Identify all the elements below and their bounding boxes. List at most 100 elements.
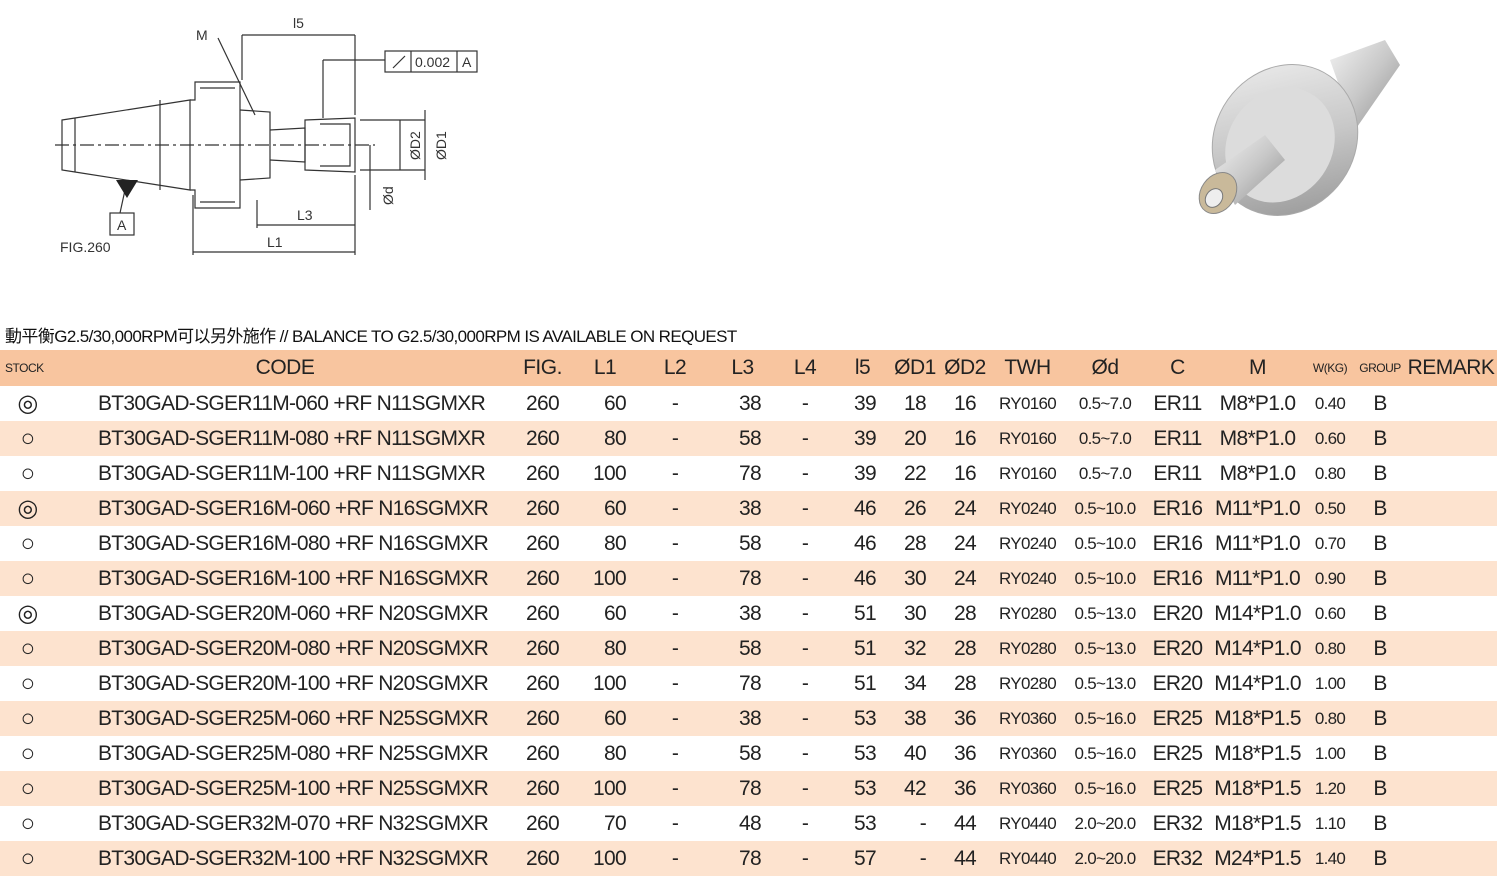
table-cell: 48 [739,811,762,835]
table-cell: 260 [526,741,560,765]
table-cell: 36 [954,741,977,765]
table-cell: 44 [954,811,977,835]
table-cell: B [1373,391,1387,415]
table-cell: M18*P1.5 [1210,701,1305,736]
stock-symbol: ○ [0,841,55,876]
table-cell: M18*P1.5 [1214,811,1301,835]
table-cell: 38 [739,391,762,415]
stock-symbol: ○ [20,459,35,487]
table-cell: RY0360 [990,771,1065,806]
product-image [1198,40,1400,216]
table-cell: 0.5~10.0 [1074,533,1136,553]
table-cell: - [640,631,710,666]
table-cell: 24 [940,561,990,596]
table-cell: 51 [854,601,877,625]
table-row: ○ BT30GAD-SGER11M-080 +RF N11SGMXR 260 80-5… [0,421,1497,456]
table-cell: BT30GAD-SGER20M-060 +RF N20SGMXR [98,601,489,625]
table-cell: ER20 [1152,601,1203,625]
table-cell: 78 [739,671,762,695]
table-cell: ER32 [1152,811,1203,835]
table-row: ○ BT30GAD-SGER25M-100 +RF N25SGMXR 260 100-… [0,771,1497,806]
table-cell: 60 [604,391,627,415]
table-cell: BT30GAD-SGER25M-100 +RF N25SGMXR [55,771,515,806]
column-header: C [1145,350,1210,386]
remark-cell [1405,421,1497,456]
table-cell: 100 [570,771,640,806]
table-cell: - [775,841,835,876]
table-cell: RY0280 [999,603,1057,623]
table-cell: B [1355,491,1405,526]
drawing-label: A [462,54,472,70]
drawing-label: L1 [267,234,283,250]
table-row: ◎ BT30GAD-SGER20M-060 +RF N20SGMXR 260 60 - 3… [0,596,1497,631]
table-cell: 46 [835,561,890,596]
table-cell: - [775,421,835,456]
table-cell: 260 [515,561,570,596]
table-row: ○ BT30GAD-SGER20M-100 +RF N20SGMXR 260 100 -… [0,666,1497,701]
table-cell: 78 [710,771,775,806]
column-header: W(KG) [1305,350,1355,386]
column-header: Ød [1065,350,1145,386]
table-cell: 30 [890,561,940,596]
table-cell: 0.5~10.0 [1065,561,1145,596]
table-cell: 260 [526,461,560,485]
table-cell: 260 [515,631,570,666]
table-cell: 1.00 [1314,673,1346,693]
table-cell: - [801,741,809,765]
drawing-label: M [196,27,208,43]
table-cell: ER16 [1145,561,1210,596]
table-cell: RY0360 [999,743,1057,763]
stock-symbol: ○ [20,529,35,557]
column-header: l5 [835,350,890,386]
spec-table: STOCK CODE FIG. L1 L2 L3 L4 l5 ØD1 ØD2 TWH Ød C M W(KG… [0,350,1497,876]
remark-cell [1405,526,1497,561]
table-cell: 53 [854,811,877,835]
table-cell: 36 [940,701,990,736]
table-cell: M24*P1.5 [1210,841,1305,876]
table-cell: RY0280 [990,631,1065,666]
table-cell: 260 [526,531,560,555]
table-row: ○ BT30GAD-SGER16M-100 +RF N16SGMXR 260 100-… [0,561,1497,596]
table-cell: B [1373,741,1387,765]
table-cell: 0.5~7.0 [1078,393,1132,413]
table-row: ◎ BT30GAD-SGER16M-060 +RF N16SGMXR 260 60-3… [0,491,1497,526]
table-cell: B [1373,461,1387,485]
table-cell: 46 [835,491,890,526]
table-cell: ER32 [1145,841,1210,876]
table-cell: BT30GAD-SGER25M-060 +RF N25SGMXR [55,701,515,736]
table-cell: 24 [940,491,990,526]
table-cell: B [1373,671,1387,695]
table-cell: - [671,531,679,555]
table-cell: M14*P1.0 [1210,631,1305,666]
table-cell: M11*P1.0 [1214,531,1301,555]
stock-symbol: ○ [0,421,55,456]
note: 動平衡G2.5/30,000RPM可以另外施作 // BALANCE TO G2… [5,327,737,346]
drawing-label: 0.002 [415,54,450,70]
table-row: ○ BT30GAD-SGER32M-070 +RF N32SGMXR 260 70 - 4… [0,806,1497,841]
table-cell: 78 [739,461,762,485]
drawing-label: ØD1 [433,131,449,160]
table-cell: 46 [854,531,877,555]
table-cell: 1.20 [1305,771,1355,806]
table-cell: 260 [526,811,560,835]
column-header: ØD2 [940,350,990,386]
table-cell: B [1355,771,1405,806]
table-cell: - [801,601,809,625]
table-cell: M11*P1.0 [1210,491,1305,526]
table-cell: 260 [526,391,560,415]
table-cell: 2.0~20.0 [1074,813,1136,833]
table-cell: 26 [890,491,940,526]
table-cell: BT30GAD-SGER11M-080 +RF N11SGMXR [55,421,515,456]
table-cell: - [801,811,809,835]
table-cell: 58 [710,631,775,666]
table-cell: 0.90 [1305,561,1355,596]
table-cell: 51 [835,631,890,666]
table-cell: B [1373,601,1387,625]
table-cell: - [801,671,809,695]
table-cell: M8*P1.0 [1210,421,1305,456]
column-header: GROUP [1355,350,1405,386]
stock-symbol: ◎ [17,600,38,627]
table-cell: RY0240 [990,561,1065,596]
table-cell: 40 [904,741,927,765]
table-cell: BT30GAD-SGER32M-070 +RF N32SGMXR [98,811,489,835]
